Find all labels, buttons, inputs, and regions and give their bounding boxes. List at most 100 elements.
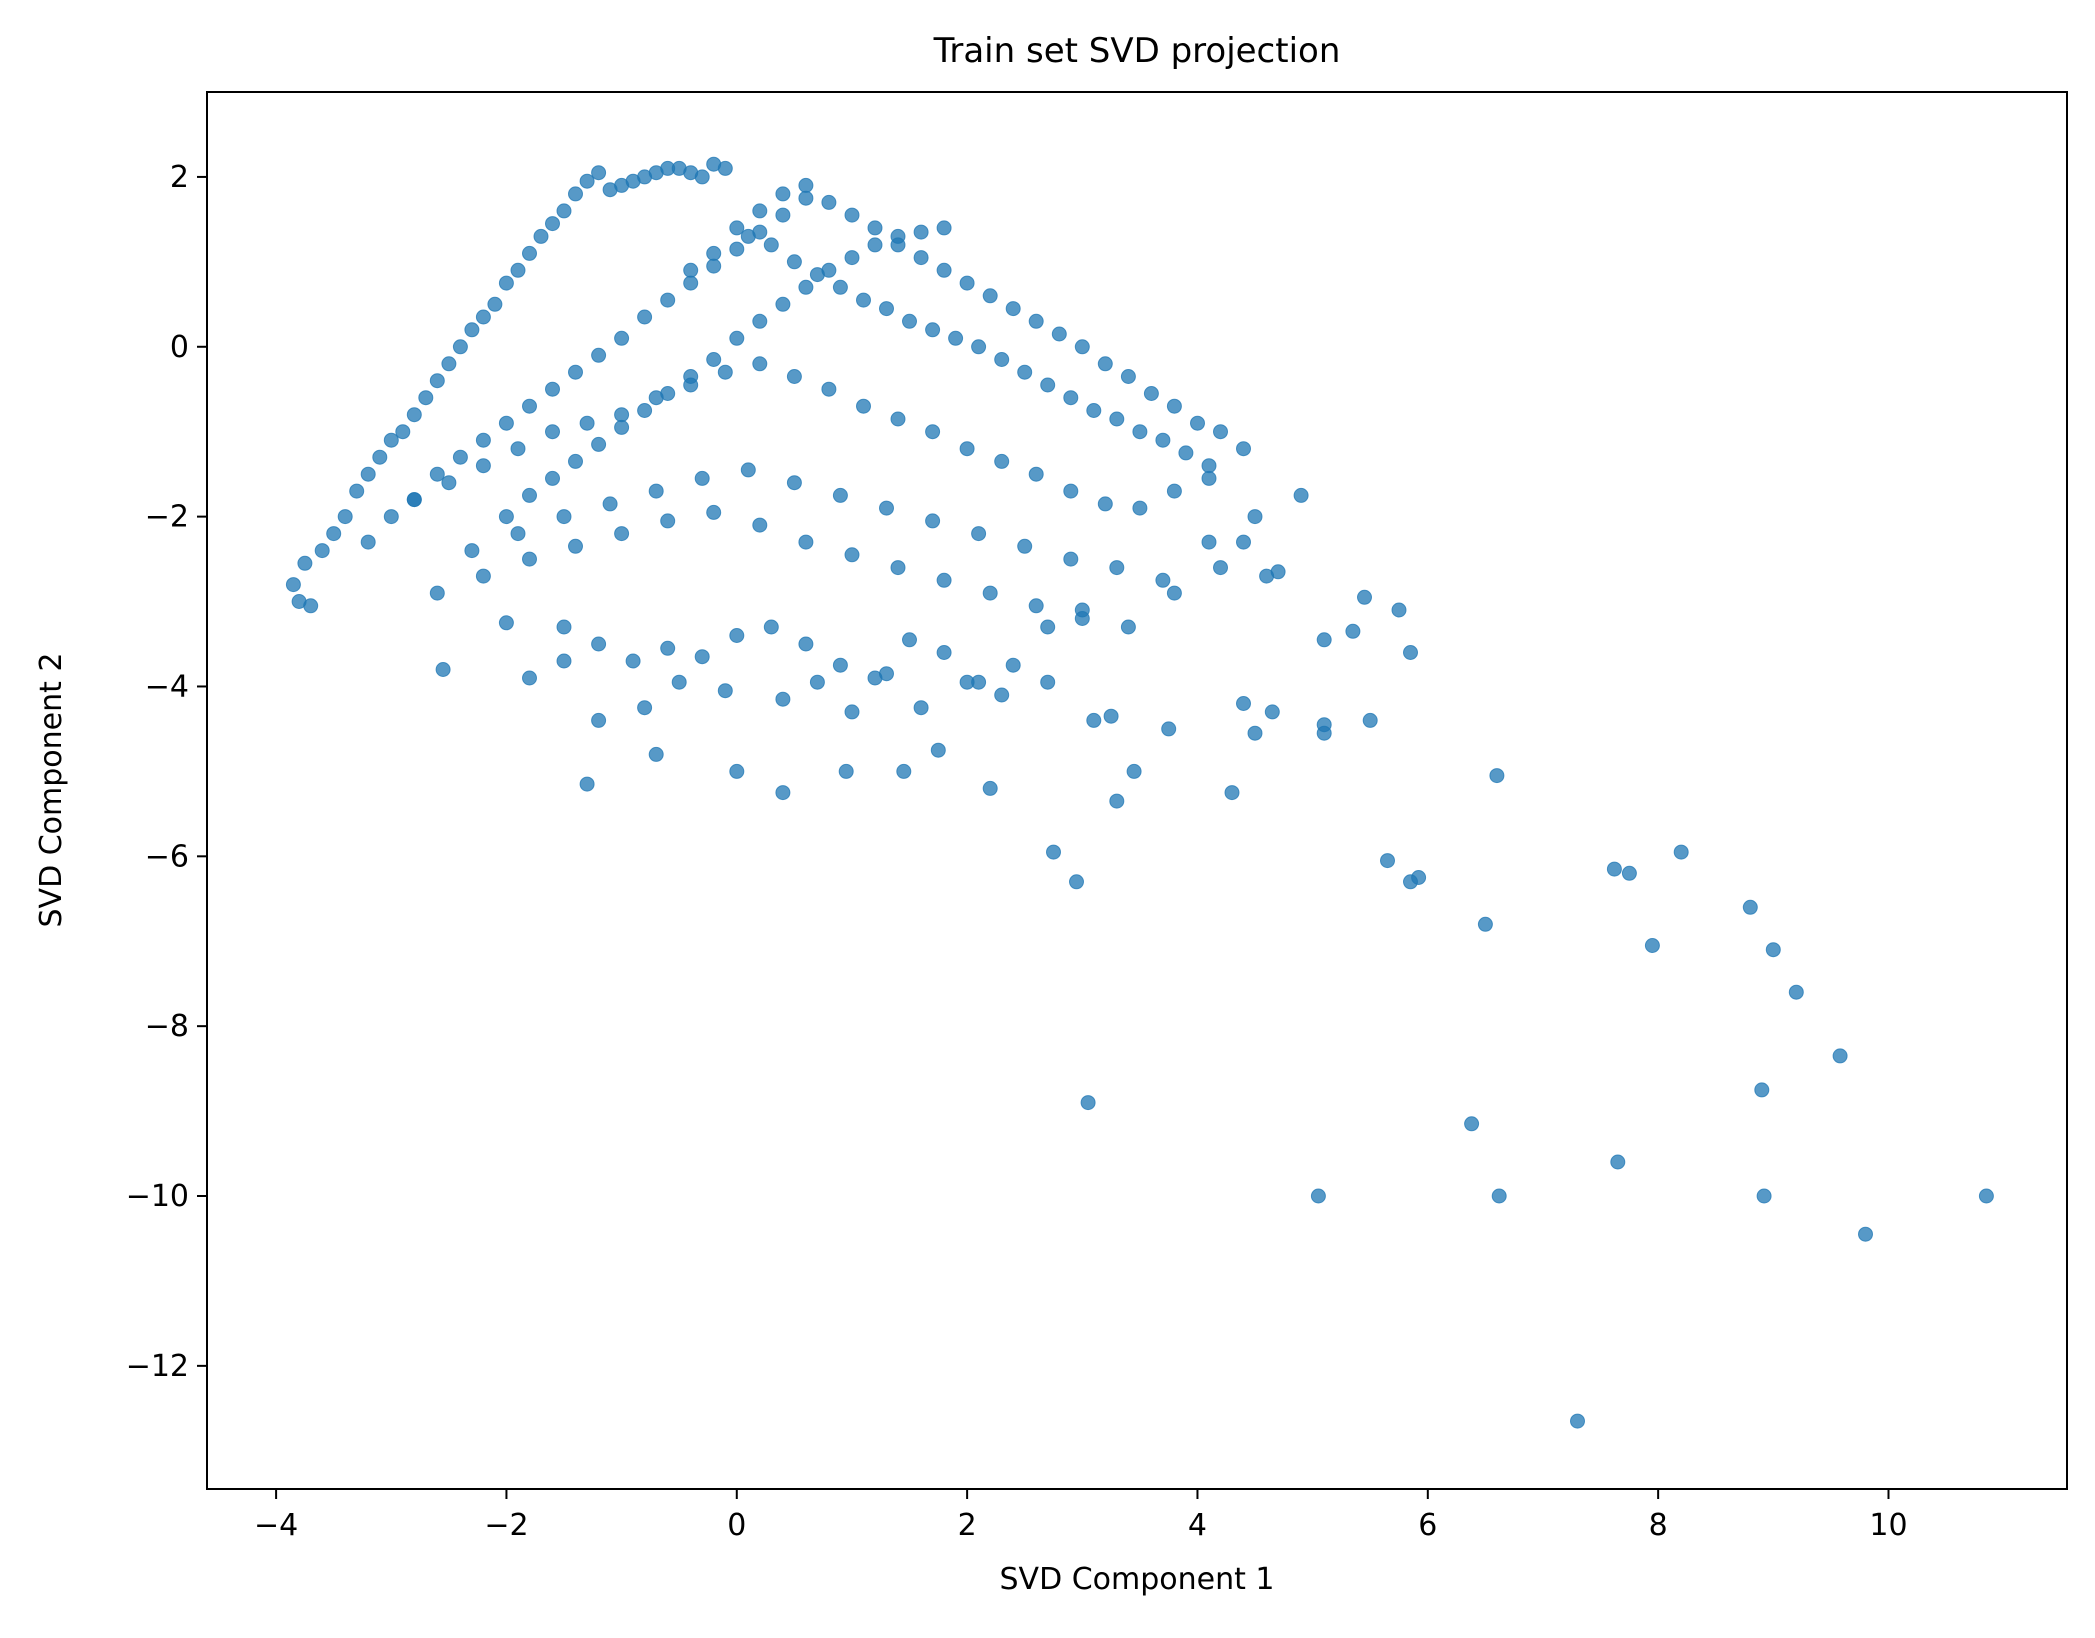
data-point	[1345, 623, 1361, 639]
data-point	[522, 245, 537, 261]
y-axis: 2 0 −2 −4 −6 −8 −10 −12	[126, 160, 207, 1384]
data-point	[602, 496, 618, 512]
data-point	[475, 458, 491, 474]
data-point	[498, 509, 514, 525]
data-point	[406, 492, 422, 508]
data-point	[798, 279, 814, 295]
data-point	[556, 619, 572, 635]
data-point	[1201, 470, 1217, 486]
data-point	[1403, 645, 1418, 660]
data-point	[925, 424, 941, 440]
data-point	[475, 432, 491, 448]
data-point	[994, 687, 1010, 703]
data-point	[752, 517, 768, 533]
data-point	[1293, 487, 1309, 503]
data-point	[821, 381, 837, 397]
data-point	[740, 462, 756, 478]
x-tick-label: 6	[1418, 1508, 1437, 1543]
data-point	[1236, 534, 1251, 550]
data-point	[706, 504, 722, 520]
data-point	[930, 742, 946, 758]
x-tick-label: −2	[484, 1508, 528, 1543]
data-point	[1201, 534, 1217, 550]
data-point	[936, 220, 952, 236]
data-point	[1063, 390, 1079, 406]
data-point	[775, 691, 791, 707]
data-point	[1132, 424, 1148, 440]
data-point	[1673, 844, 1689, 860]
data-point	[1155, 432, 1171, 448]
data-point	[579, 173, 595, 189]
data-point	[775, 186, 791, 202]
data-point	[498, 275, 514, 291]
data-point	[556, 653, 572, 669]
data-point	[994, 453, 1010, 469]
data-point	[1570, 1413, 1585, 1429]
data-point	[314, 543, 330, 559]
data-point	[1754, 1082, 1770, 1098]
data-point	[913, 700, 929, 716]
data-point	[1166, 398, 1182, 414]
data-point	[637, 700, 653, 716]
data-point	[867, 220, 883, 236]
data-point	[406, 407, 422, 423]
data-point	[832, 657, 848, 673]
data-point	[1606, 861, 1622, 877]
x-axis: −4 −2 0 2 4 6 8 10	[254, 1489, 1908, 1543]
data-point	[752, 203, 768, 219]
data-point	[429, 585, 445, 601]
data-point	[349, 483, 365, 499]
data-point	[1109, 793, 1125, 809]
x-tick-label: 10	[1869, 1508, 1907, 1543]
data-point	[925, 513, 941, 529]
data-point	[948, 330, 964, 346]
data-point	[648, 483, 664, 499]
data-point	[1017, 364, 1033, 380]
data-point	[913, 224, 929, 240]
data-point	[510, 441, 526, 457]
data-point	[775, 296, 791, 312]
data-point	[775, 207, 791, 223]
data-point	[1316, 632, 1332, 648]
data-point	[372, 449, 388, 465]
y-tick-label: −8	[145, 1009, 189, 1044]
data-point	[1103, 708, 1119, 724]
data-point	[1109, 560, 1125, 576]
data-point	[556, 509, 572, 525]
data-point	[475, 568, 491, 584]
data-point	[844, 547, 860, 563]
data-point	[383, 509, 399, 525]
data-point	[418, 390, 434, 406]
data-point	[1491, 1188, 1507, 1204]
data-point	[902, 632, 917, 648]
y-axis-label: SVD Component 2	[34, 653, 69, 928]
data-point	[435, 662, 451, 677]
data-point	[729, 763, 745, 779]
data-point	[545, 381, 560, 397]
data-point	[1742, 899, 1758, 915]
data-point	[775, 785, 791, 801]
data-point	[568, 364, 583, 380]
data-point	[441, 475, 457, 491]
data-point	[982, 585, 998, 601]
data-point	[1017, 538, 1033, 554]
data-point	[856, 292, 871, 308]
data-point	[1143, 386, 1159, 401]
data-point	[614, 330, 630, 346]
data-point	[879, 500, 894, 516]
data-point	[890, 560, 906, 576]
data-point	[285, 577, 301, 593]
data-point	[1155, 572, 1171, 588]
data-point	[637, 309, 653, 325]
data-point	[568, 186, 583, 202]
data-point	[867, 237, 883, 253]
data-point	[1166, 483, 1182, 499]
data-point	[879, 666, 894, 682]
y-tick-label: 0	[170, 330, 189, 365]
x-tick-label: 0	[727, 1508, 746, 1543]
data-point	[1005, 657, 1021, 673]
data-point	[752, 356, 768, 372]
data-point	[1126, 763, 1142, 779]
data-point	[1213, 560, 1228, 576]
data-point	[879, 301, 894, 317]
